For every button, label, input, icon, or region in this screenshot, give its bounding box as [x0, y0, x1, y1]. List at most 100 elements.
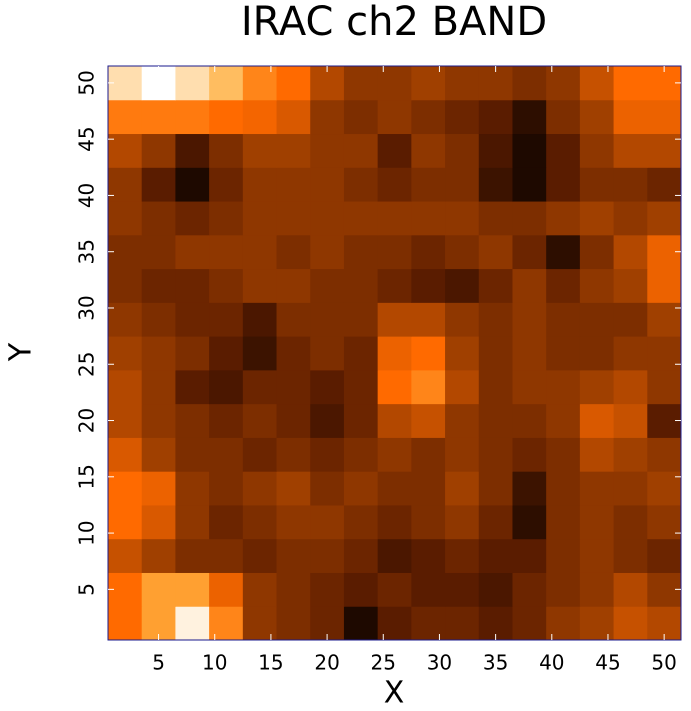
heatmap-cell: [343, 336, 379, 371]
heatmap-cell: [445, 471, 480, 506]
heatmap-cell: [276, 201, 311, 236]
heatmap-cell: [613, 504, 648, 540]
heatmap-cell: [647, 437, 682, 472]
y-axis-label: Y: [4, 342, 39, 362]
heatmap-cell: [647, 504, 682, 540]
heatmap-cell: [445, 572, 480, 607]
heatmap-cell: [411, 201, 446, 236]
heatmap-cell: [512, 572, 547, 607]
heatmap-cell: [613, 66, 648, 101]
heatmap-cell: [613, 302, 648, 337]
heatmap-cell: [276, 471, 311, 506]
heatmap-cell: [242, 471, 278, 506]
heatmap-cell: [141, 403, 176, 438]
heatmap-cell: [546, 99, 581, 135]
heatmap-cell: [613, 606, 648, 641]
heatmap-cell: [377, 504, 412, 540]
heatmap-cell: [445, 606, 480, 641]
heatmap-cell: [411, 234, 446, 270]
heatmap-cell: [242, 403, 278, 438]
y-tick-label: 40: [75, 183, 99, 208]
heatmap-cell: [242, 201, 278, 236]
heatmap-cell: [445, 66, 480, 101]
heatmap-cell: [141, 133, 176, 168]
heatmap-cell: [512, 437, 547, 472]
heatmap-cell: [377, 572, 412, 607]
heatmap-cell: [343, 437, 379, 472]
heatmap-cell: [546, 437, 581, 472]
heatmap-cell: [512, 133, 547, 168]
heatmap-cell: [242, 133, 278, 168]
heatmap-cell: [613, 471, 648, 506]
heatmap-cell: [647, 167, 682, 202]
heatmap-cell: [411, 606, 446, 641]
heatmap-cell: [175, 403, 210, 438]
heatmap-cell: [478, 504, 513, 540]
heatmap-cell: [310, 403, 345, 438]
heatmap-cell: [613, 572, 648, 607]
heatmap-cell: [411, 99, 446, 135]
heatmap-cell: [445, 201, 480, 236]
heatmap-cell: [512, 403, 547, 438]
heatmap-cell: [175, 66, 210, 101]
heatmap-cell: [579, 268, 615, 303]
x-tick-label: 30: [427, 651, 452, 675]
heatmap-cell: [141, 268, 176, 303]
heatmap-cell: [579, 133, 615, 168]
heatmap-cell: [546, 336, 581, 371]
heatmap-cell: [209, 99, 244, 135]
heatmap-cell: [478, 201, 513, 236]
heatmap-cell: [310, 437, 345, 472]
heatmap-cell: [175, 437, 210, 472]
heatmap-cell: [377, 369, 412, 405]
heatmap-cell: [377, 268, 412, 303]
heatmap-cell: [647, 369, 682, 405]
heatmap-cell: [141, 504, 176, 540]
x-tick-label: 50: [651, 651, 676, 675]
heatmap-cell: [411, 336, 446, 371]
heatmap-cell: [108, 538, 143, 573]
heatmap-cell: [613, 437, 648, 472]
heatmap-cell: [242, 66, 278, 101]
heatmap-cell: [445, 268, 480, 303]
heatmap-cell: [445, 504, 480, 540]
heatmap-cell: [242, 572, 278, 607]
heatmap-cell: [512, 471, 547, 506]
heatmap-cell: [579, 437, 615, 472]
heatmap-cell: [209, 471, 244, 506]
heatmap-cell: [546, 167, 581, 202]
heatmap-cell: [546, 201, 581, 236]
heatmap-cell: [647, 201, 682, 236]
heatmap-cell: [209, 133, 244, 168]
heatmap-cell: [377, 336, 412, 371]
heatmap-cell: [310, 201, 345, 236]
heatmap-cell: [310, 99, 345, 135]
x-axis-label: X: [384, 676, 405, 711]
heatmap-cell: [411, 437, 446, 472]
heatmap-cell: [411, 572, 446, 607]
heatmap-cell: [411, 66, 446, 101]
heatmap-cell: [512, 369, 547, 405]
heatmap-cell: [613, 336, 648, 371]
heatmap-cell: [108, 336, 143, 371]
heatmap-cell: [377, 302, 412, 337]
heatmap-cell: [108, 99, 143, 135]
heatmap-cell: [546, 268, 581, 303]
heatmap-cell: [546, 133, 581, 168]
heatmap-cell: [343, 403, 379, 438]
heatmap-cell: [242, 437, 278, 472]
heatmap-cell: [579, 504, 615, 540]
heatmap-cell: [276, 504, 311, 540]
heatmap-cell: [276, 99, 311, 135]
heatmap-cell: [613, 538, 648, 573]
heatmap-cell: [546, 471, 581, 506]
x-tick-label: 15: [258, 651, 283, 675]
heatmap-cell: [647, 99, 682, 135]
y-tick-label: 30: [75, 295, 99, 320]
heatmap-cell: [512, 167, 547, 202]
heatmap-cell: [242, 268, 278, 303]
heatmap-cell: [343, 234, 379, 270]
heatmap-cell: [579, 369, 615, 405]
heatmap-cell: [411, 268, 446, 303]
heatmap-cell: [478, 471, 513, 506]
